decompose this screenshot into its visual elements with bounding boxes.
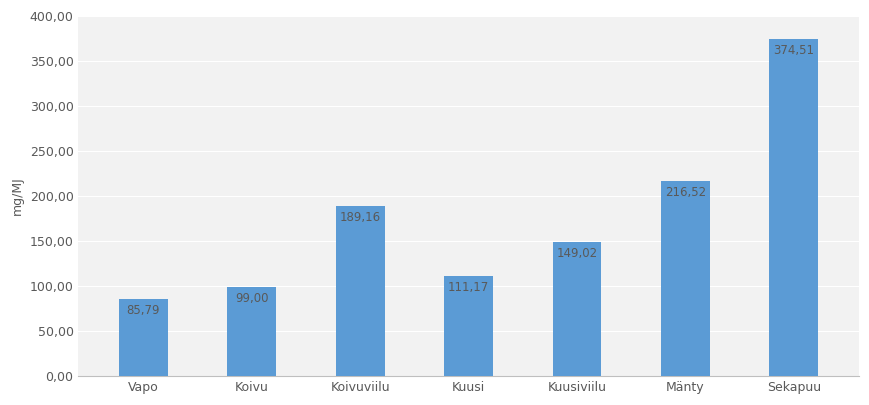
Text: 149,02: 149,02 [556,247,597,260]
Text: 216,52: 216,52 [664,186,706,199]
Bar [335,206,384,376]
Text: 85,79: 85,79 [127,304,160,317]
Bar [227,287,276,376]
Text: 374,51: 374,51 [773,44,813,57]
Bar [552,242,600,376]
Text: 111,17: 111,17 [448,281,488,294]
Bar [119,299,168,376]
Bar [768,39,818,376]
Text: 99,00: 99,00 [235,292,269,305]
Y-axis label: mg/MJ: mg/MJ [11,177,24,215]
Text: 189,16: 189,16 [339,211,381,224]
Bar [660,181,709,376]
Bar [444,276,493,376]
